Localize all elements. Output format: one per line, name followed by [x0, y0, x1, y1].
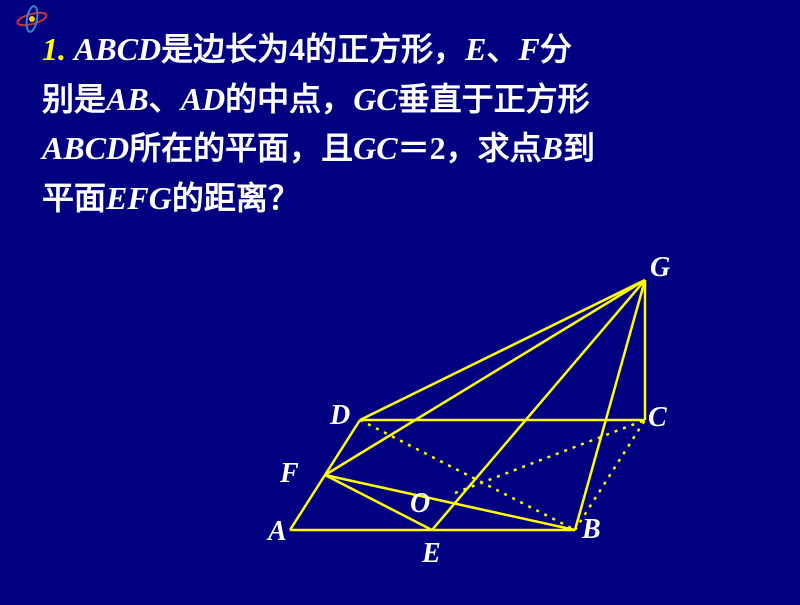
vertex-label-O: O [410, 488, 430, 520]
vertex-label-C: C [648, 402, 667, 434]
question-number: 1. [42, 31, 66, 67]
vertex-label-F: F [280, 458, 299, 490]
vertex-label-G: G [650, 252, 670, 284]
geometry-diagram: A B C D E F G O [230, 250, 730, 600]
vertex-label-A: A [268, 516, 287, 548]
vertex-label-D: D [330, 400, 350, 432]
vertex-label-B: B [582, 514, 601, 546]
vertex-label-E: E [422, 538, 441, 570]
question-text: 1. ABCD是边长为4的正方形，E、F分 别是AB、AD的中点，GC垂直于正方… [42, 25, 770, 223]
